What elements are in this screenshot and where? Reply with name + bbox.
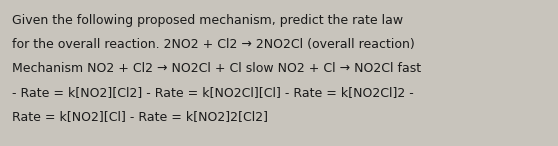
Text: Mechanism NO2 + Cl2 → NO2Cl + Cl slow NO2 + Cl → NO2Cl fast: Mechanism NO2 + Cl2 → NO2Cl + Cl slow NO… (12, 62, 421, 75)
Text: - Rate = k[NO2][Cl2] - Rate = k[NO2Cl][Cl] - Rate = k[NO2Cl]2 -: - Rate = k[NO2][Cl2] - Rate = k[NO2Cl][C… (12, 86, 413, 99)
Text: for the overall reaction. 2NO2 + Cl2 → 2NO2Cl (overall reaction): for the overall reaction. 2NO2 + Cl2 → 2… (12, 38, 415, 51)
Text: Rate = k[NO2][Cl] - Rate = k[NO2]2[Cl2]: Rate = k[NO2][Cl] - Rate = k[NO2]2[Cl2] (12, 110, 268, 123)
Text: Given the following proposed mechanism, predict the rate law: Given the following proposed mechanism, … (12, 14, 403, 27)
